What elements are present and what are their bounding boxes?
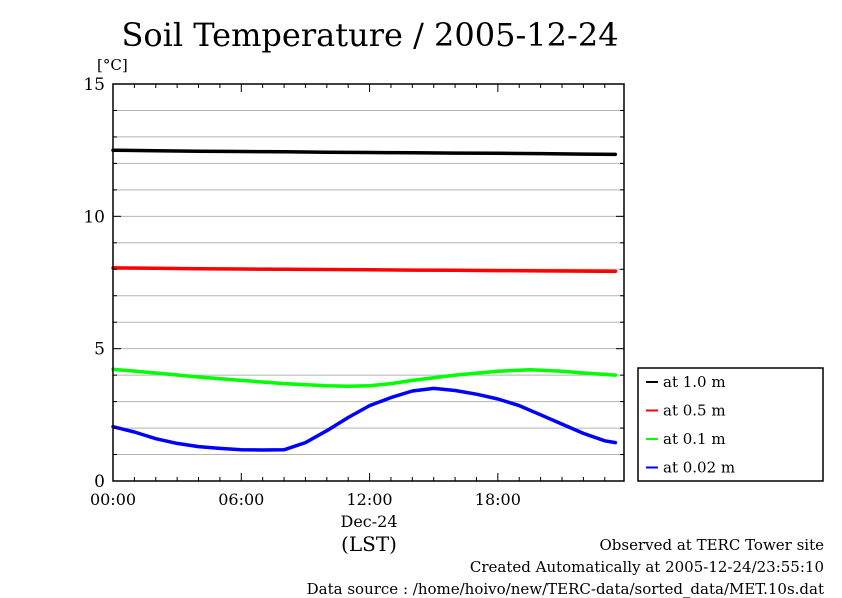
x-tick-label: 06:00 xyxy=(218,490,264,509)
y-tick-label: 0 xyxy=(94,472,105,492)
x-axis-label: (LST) xyxy=(341,532,397,556)
series-line xyxy=(111,148,618,157)
footer-source: Data source : /home/hoivo/new/TERC-data/… xyxy=(306,580,824,598)
series-line xyxy=(111,266,618,274)
x-tick-label: 18:00 xyxy=(475,490,521,509)
legend-label: at 0.1 m xyxy=(663,430,726,448)
legend-label: at 1.0 m xyxy=(663,373,726,391)
legend-label: at 0.5 m xyxy=(663,402,726,420)
footer-site: Observed at TERC Tower site xyxy=(599,536,824,554)
series-line xyxy=(111,386,618,452)
y-tick-label: 15 xyxy=(83,75,105,95)
legend: at 1.0 m at 0.5 m at 0.1 m at 0.02 m xyxy=(637,367,824,482)
plot-frame xyxy=(112,83,625,482)
grid-lines xyxy=(113,109,624,456)
y-tick-label: 5 xyxy=(94,340,105,360)
series-line xyxy=(111,367,618,388)
y-tick-label: 10 xyxy=(83,207,105,227)
x-tick-label: 00:00 xyxy=(90,490,136,509)
series-lines xyxy=(111,148,618,452)
legend-box xyxy=(637,367,824,482)
x-tick-label: 12:00 xyxy=(347,490,393,509)
axis-ticks: 0 5 10 15 00:00 06:00 12:00 18:00 xyxy=(83,75,624,509)
y-axis-label: [°C] xyxy=(97,56,128,74)
chart-title: Soil Temperature / 2005-12-24 xyxy=(121,16,618,54)
legend-label: at 0.02 m xyxy=(663,459,735,477)
footer-created: Created Automatically at 2005-12-24/23:5… xyxy=(469,558,824,576)
x-date-label: Dec-24 xyxy=(340,512,397,531)
